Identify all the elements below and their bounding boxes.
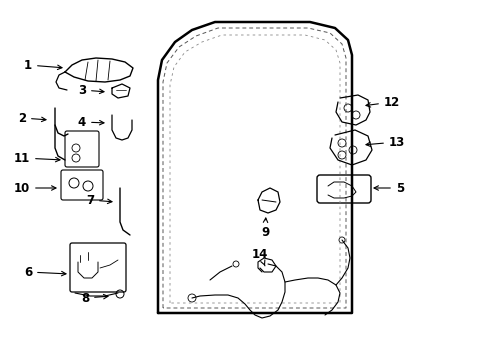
Text: 13: 13 bbox=[365, 135, 404, 149]
Text: 3: 3 bbox=[78, 84, 104, 96]
Text: 7: 7 bbox=[86, 194, 112, 207]
Text: 11: 11 bbox=[14, 152, 60, 165]
Text: 9: 9 bbox=[260, 218, 268, 239]
Text: 1: 1 bbox=[24, 59, 62, 72]
Text: 6: 6 bbox=[24, 266, 66, 279]
Text: 2: 2 bbox=[18, 112, 46, 125]
Text: 14: 14 bbox=[251, 248, 267, 266]
Text: 10: 10 bbox=[14, 181, 56, 194]
Text: 12: 12 bbox=[365, 95, 399, 108]
Text: 5: 5 bbox=[373, 181, 403, 194]
Text: 8: 8 bbox=[81, 292, 108, 305]
Text: 4: 4 bbox=[78, 116, 104, 129]
